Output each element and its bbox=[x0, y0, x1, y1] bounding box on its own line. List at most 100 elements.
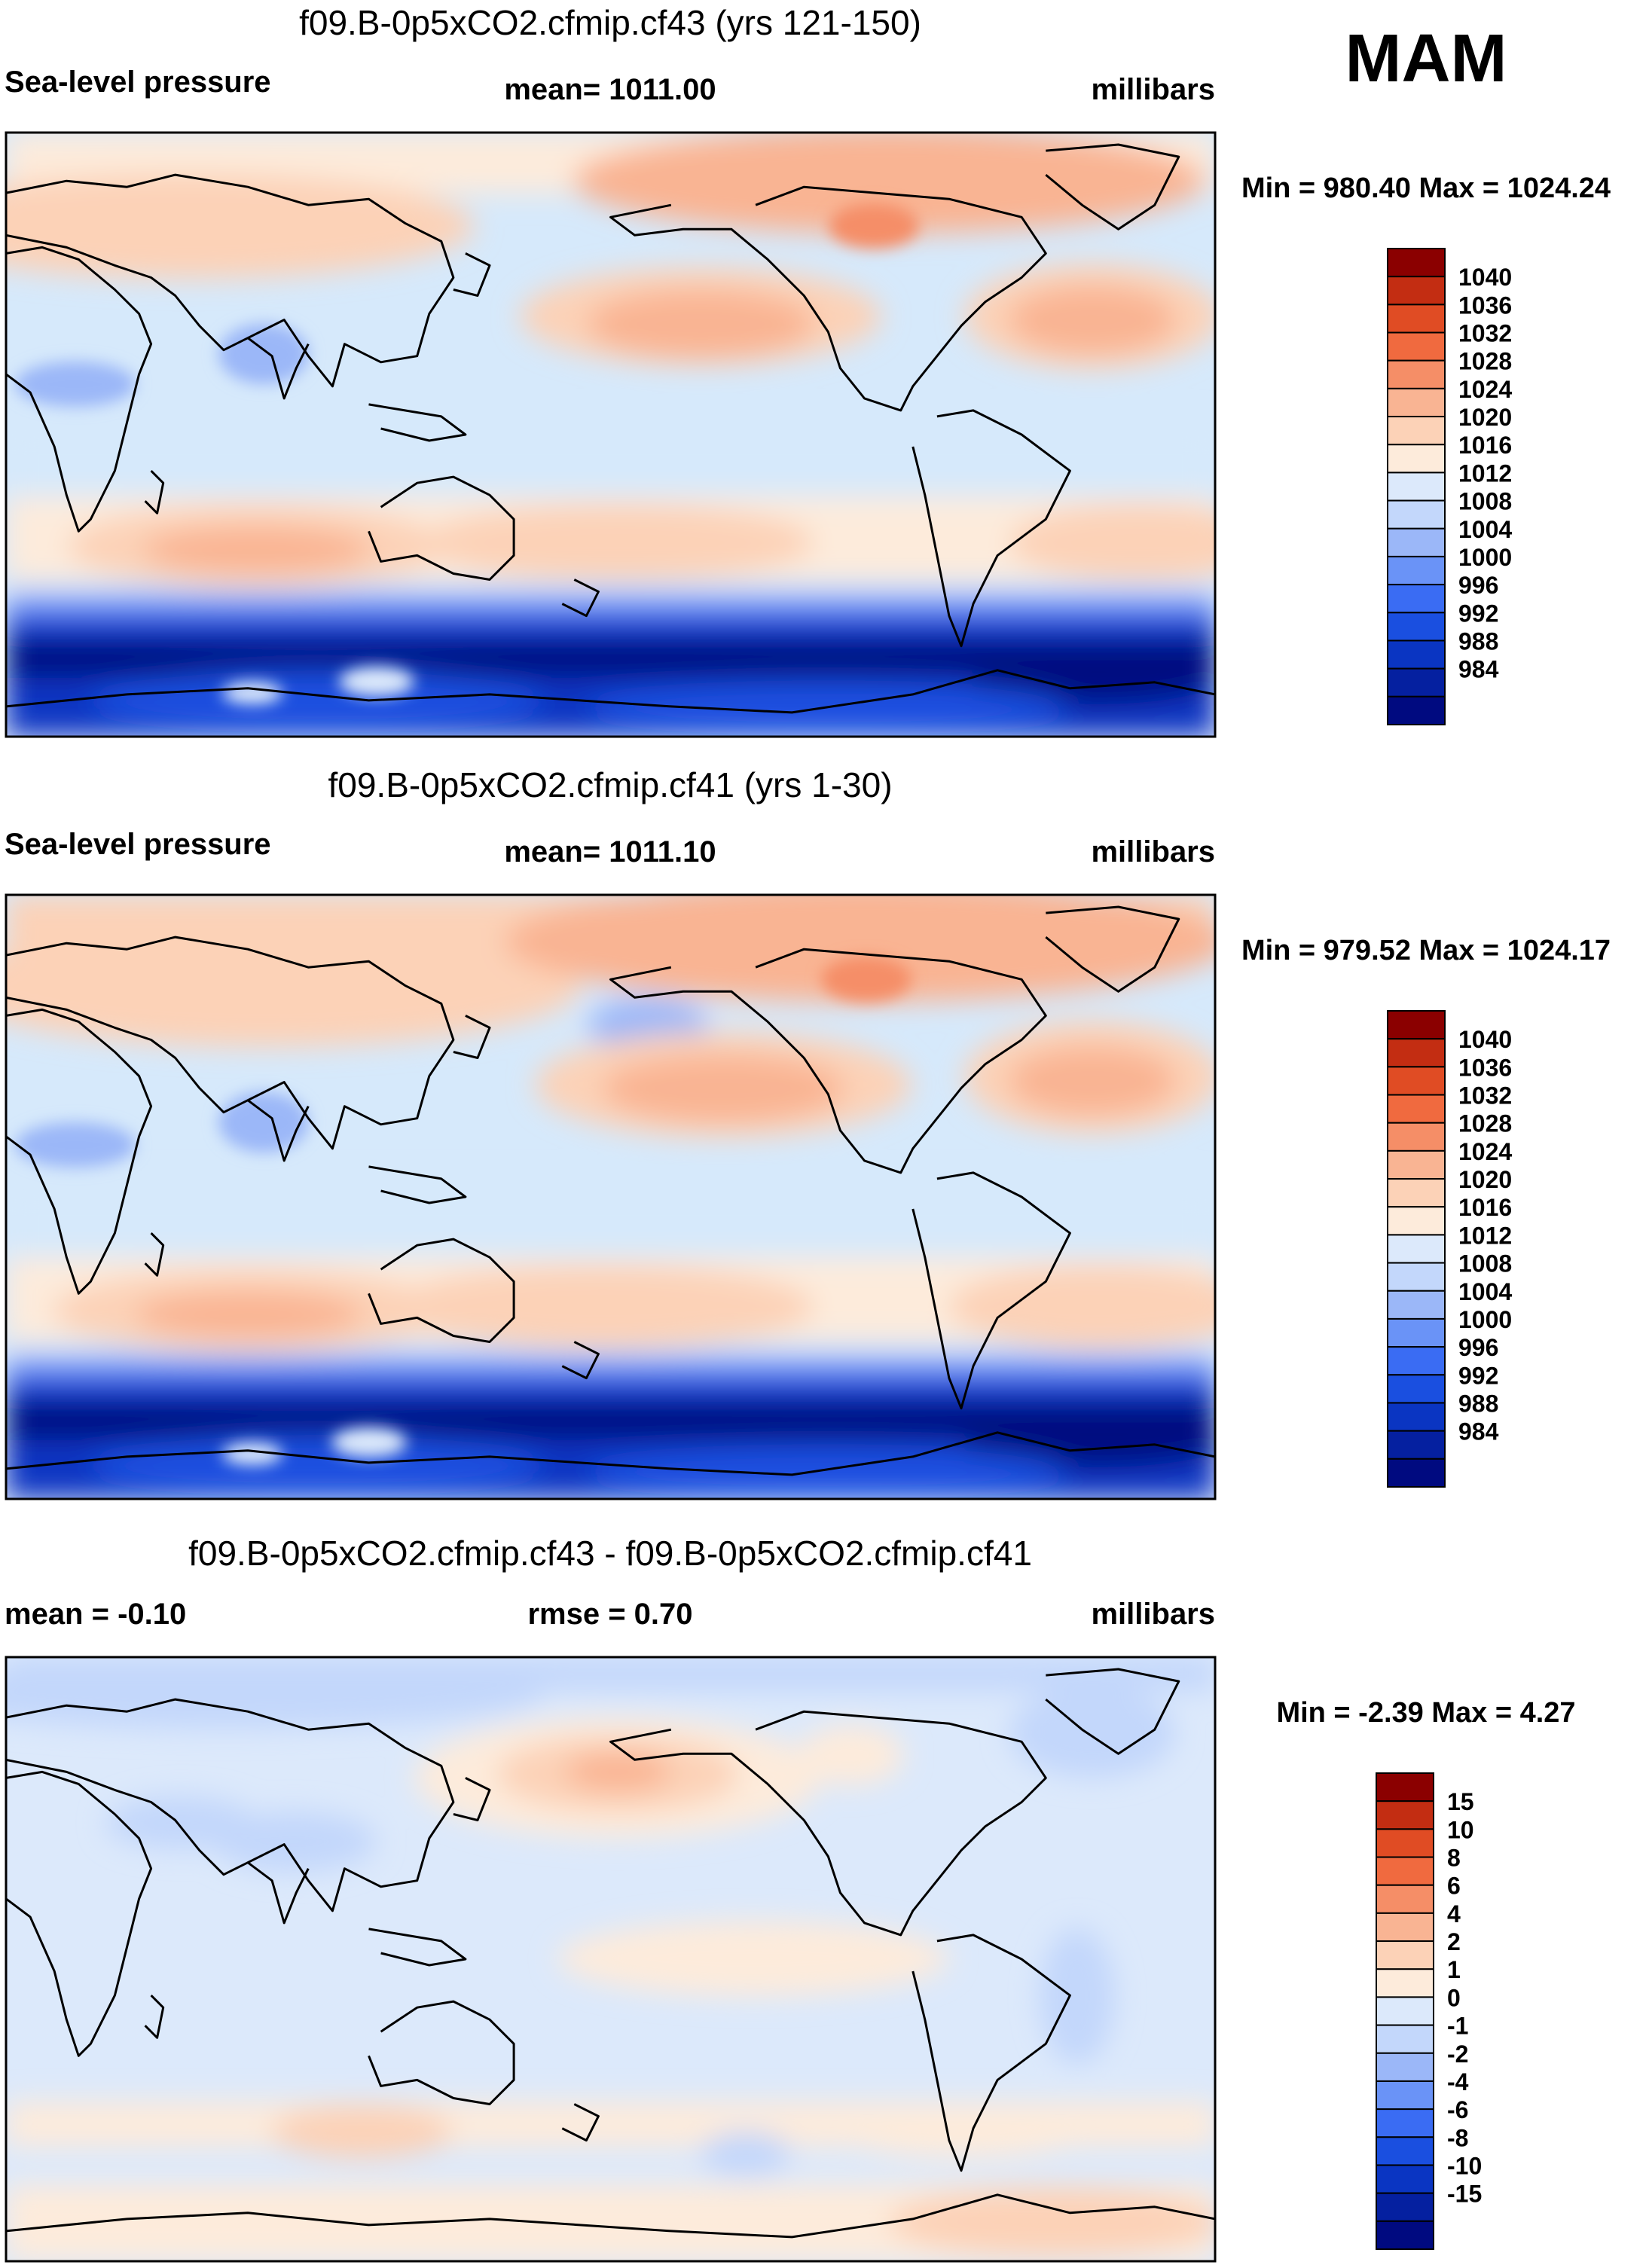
colorbar-tick-label: 1004 bbox=[1458, 516, 1512, 543]
colorbar-tick-label: 0 bbox=[1447, 1984, 1461, 2011]
colorbar-swatch bbox=[1387, 1458, 1446, 1488]
colorbar-tick-label: 1008 bbox=[1458, 1250, 1512, 1277]
colorbar-swatch bbox=[1387, 1149, 1446, 1180]
colorbar-tick-label: 15 bbox=[1447, 1788, 1474, 1815]
coastline bbox=[368, 1165, 467, 1204]
colorbar-tick-label: 1028 bbox=[1458, 1110, 1512, 1137]
colorbar-swatch bbox=[1387, 1346, 1446, 1376]
colorbar-swatch bbox=[1387, 1402, 1446, 1432]
colorbar-tick-label: 1036 bbox=[1458, 292, 1512, 319]
colorbar-swatch bbox=[1376, 1828, 1434, 1858]
coastline bbox=[912, 1934, 1071, 2172]
colorbar-tick-label: 10 bbox=[1447, 1816, 1474, 1843]
colorbar-swatch bbox=[1387, 639, 1446, 670]
coastline bbox=[247, 1861, 310, 1925]
coastline bbox=[1045, 1668, 1180, 1755]
colorbar-tick-label: 1000 bbox=[1458, 1306, 1512, 1333]
colorbar-tick-label: 996 bbox=[1458, 1334, 1498, 1361]
colorbar-swatch bbox=[1376, 1912, 1434, 1943]
colorbar-tick-label: 984 bbox=[1458, 1418, 1499, 1445]
coastline bbox=[368, 1238, 515, 1343]
coastline bbox=[561, 578, 600, 618]
colorbar-tick-label: 1036 bbox=[1458, 1054, 1512, 1081]
colorbar-swatch bbox=[1387, 444, 1446, 474]
colorbar-swatch bbox=[1376, 2164, 1434, 2194]
colorbar-tick-label: 1040 bbox=[1458, 1026, 1512, 1053]
colorbar-swatch bbox=[1376, 2080, 1434, 2111]
colorbar-swatch bbox=[1387, 1038, 1446, 1068]
colorbar-tick-label: -4 bbox=[1447, 2068, 1469, 2096]
coastline bbox=[368, 403, 467, 442]
colorbar-swatch bbox=[1387, 1094, 1446, 1124]
colorbar-swatch bbox=[1387, 612, 1446, 642]
difference-contours bbox=[6, 1657, 1215, 2261]
coastline bbox=[609, 1710, 1047, 1937]
colorbar-swatch bbox=[1387, 1430, 1446, 1460]
colorbar-swatch bbox=[1387, 276, 1446, 306]
panel-title: f09.B-0p5xCO2.cfmip.cf43 (yrs 121-150) bbox=[299, 3, 921, 42]
colorbar-tick-label: 1024 bbox=[1458, 1138, 1512, 1165]
colorbar-swatch bbox=[1376, 1884, 1434, 1914]
pressure-detail bbox=[15, 957, 912, 1465]
colorbar-tick-label: 1020 bbox=[1458, 404, 1512, 431]
coastline bbox=[6, 1770, 153, 2057]
colorbar-tick-label: 1016 bbox=[1458, 432, 1512, 459]
colorbar-tick-label: 992 bbox=[1458, 600, 1498, 627]
coastline bbox=[6, 2193, 1215, 2239]
colorbar-tick-label: -6 bbox=[1447, 2096, 1468, 2123]
colorbar-swatch bbox=[1387, 1290, 1446, 1320]
coastline bbox=[1045, 143, 1180, 230]
colorbar-swatch bbox=[1387, 304, 1446, 334]
mean-label: mean= 1011.00 bbox=[504, 73, 716, 106]
colorbar-swatch bbox=[1376, 1856, 1434, 1886]
colorbar-tick-label: 1032 bbox=[1458, 320, 1512, 347]
colorbar-tick-label: 988 bbox=[1458, 1390, 1498, 1417]
coastline bbox=[6, 669, 1215, 714]
map-field bbox=[6, 895, 1215, 1499]
colorbar-tick-label: -8 bbox=[1447, 2124, 1468, 2151]
map-frame bbox=[5, 1656, 1217, 2263]
colorbar-tick-label: -2 bbox=[1447, 2041, 1468, 2068]
colorbar-tick-label: 1024 bbox=[1458, 376, 1512, 403]
colorbar-swatch bbox=[1387, 695, 1446, 726]
colorbar-swatch bbox=[1387, 1374, 1446, 1404]
season-label: MAM bbox=[1345, 21, 1507, 96]
coastlines bbox=[6, 1668, 1215, 2239]
colorbar-swatch bbox=[1387, 1206, 1446, 1236]
colorbar-swatch bbox=[1387, 1066, 1446, 1096]
coastline bbox=[6, 173, 455, 388]
colorbar-swatch bbox=[1376, 2024, 1434, 2054]
coastlines bbox=[6, 143, 1215, 714]
colorbar-swatch bbox=[1387, 499, 1446, 530]
coastlines bbox=[6, 905, 1215, 1476]
colorbar-swatch bbox=[1387, 667, 1446, 697]
panel-title: f09.B-0p5xCO2.cfmip.cf43 - f09.B-0p5xCO2… bbox=[188, 1534, 1032, 1573]
coastline bbox=[561, 1341, 600, 1380]
colorbar-tick-label: 4 bbox=[1447, 1900, 1461, 1928]
coastline bbox=[247, 1099, 310, 1162]
coastline bbox=[453, 1777, 491, 1821]
coastline bbox=[6, 246, 153, 533]
colorbar-tick-label: 1020 bbox=[1458, 1166, 1512, 1193]
colorbar-swatch bbox=[1387, 416, 1446, 446]
panel-title: f09.B-0p5xCO2.cfmip.cf41 (yrs 1-30) bbox=[328, 765, 892, 804]
colorbar-tick-label: 984 bbox=[1458, 656, 1499, 683]
variable-label: Sea-level pressure bbox=[5, 66, 271, 99]
units-label: millibars bbox=[1091, 835, 1215, 868]
colorbar-swatch bbox=[1387, 1010, 1446, 1040]
coastline bbox=[912, 1171, 1071, 1410]
units-label: millibars bbox=[1091, 1598, 1215, 1631]
rmse-label: rmse = 0.70 bbox=[527, 1598, 692, 1631]
colorbar-swatch bbox=[1376, 2220, 1434, 2250]
pressure-contours bbox=[6, 133, 1215, 737]
colorbar-swatch bbox=[1376, 1800, 1434, 1830]
colorbar-tick-label: 8 bbox=[1447, 1845, 1461, 1872]
coastline bbox=[6, 1431, 1215, 1476]
colorbar-swatch bbox=[1376, 2136, 1434, 2166]
coastline bbox=[368, 475, 515, 581]
colorbar-tick-label: 996 bbox=[1458, 572, 1498, 599]
colorbar-tick-label: 1004 bbox=[1458, 1278, 1512, 1305]
coastline bbox=[453, 1015, 491, 1059]
